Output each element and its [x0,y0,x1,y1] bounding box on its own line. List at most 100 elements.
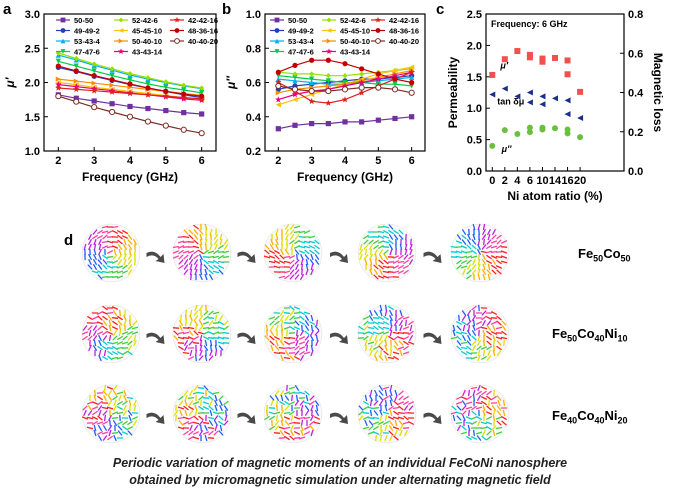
moment-arrow [200,424,202,432]
moment-arrow [465,255,473,259]
moment-arrow [218,395,224,401]
moment-arrow [111,432,119,434]
moment-arrow [389,310,393,316]
data-point [375,71,381,77]
moment-arrow [377,230,385,234]
legend-item: 47-47-6 [56,48,100,57]
legend-item: 48-36-16 [170,27,218,36]
data-point [539,101,546,108]
panel-b-letter: b [222,1,231,18]
moment-arrow [387,356,395,360]
moment-arrow [188,400,194,406]
data-point [564,71,571,78]
moment-arrow [377,240,385,244]
moment-arrow [388,229,394,235]
moment-arrow [284,405,290,411]
moment-arrow [392,270,400,274]
legend-marker [174,28,180,33]
moment-arrow [470,255,478,259]
legend-marker [326,38,332,44]
moment-arrow [107,250,113,254]
moment-arrow [119,309,121,317]
y-tick-label: 2.0 [25,78,40,90]
moment-arrow [182,246,190,248]
moment-arrow [452,324,456,332]
moment-arrow [298,336,306,340]
moment-arrow [127,264,133,270]
nanosphere [81,304,141,364]
x-tick-label: 6 [409,155,415,167]
moment-arrow [358,410,364,416]
data-point [526,89,533,96]
moment-arrow [496,350,502,356]
moment-arrow [223,239,229,245]
moment-arrow [471,249,477,255]
moment-arrow [471,335,477,341]
x-tick-label: 3 [309,155,315,167]
moment-arrow [379,309,383,317]
moment-arrow [363,401,369,405]
moment-arrow [382,411,390,415]
sequence-arrow [423,251,442,263]
nanosphere [357,304,417,364]
moment-arrow [500,336,508,340]
moment-arrow [403,259,409,265]
moment-arrow [467,314,471,322]
data-point [341,82,349,89]
data-point [391,86,399,93]
moment-arrow [93,243,97,251]
data-point [526,99,533,106]
data-point [489,71,496,78]
moment-arrow [289,310,295,316]
moment-arrow [455,331,463,335]
moment-arrow [214,243,218,251]
moment-arrow [102,346,108,350]
sequence-arrow [146,412,165,424]
moment-arrow [288,386,296,390]
moment-arrow [98,238,102,246]
moment-arrow [383,421,389,425]
composition-label-fe50co50: Fe50Co50 [578,246,631,264]
moment-arrow [111,306,119,310]
moment-arrow [207,337,215,339]
legend-label: 47-47-6 [288,48,314,57]
data-point [127,103,133,110]
data-point [501,127,508,134]
moment-arrow [486,390,492,396]
moment-arrow [487,233,491,241]
nanosphere [263,384,323,444]
y2-tick-label: 0.6 [628,48,643,60]
moment-arrow [373,350,379,356]
moment-arrow [393,340,399,346]
data-point [145,81,151,87]
moment-arrow [269,415,275,421]
moment-arrow [455,250,463,254]
moment-arrow [123,394,127,402]
moment-arrow [102,335,108,341]
moment-arrow [204,425,208,431]
moment-arrow [393,265,399,269]
moment-arrow [222,331,230,335]
moment-arrow [477,249,481,255]
moment-arrow [108,334,112,342]
moment-arrow [86,401,94,405]
sequence-arrow [330,412,348,424]
moment-arrow [106,341,114,345]
moment-arrow [394,320,398,326]
moment-arrow [197,391,205,395]
moment-arrow [369,335,373,341]
moment-arrow [118,324,122,332]
data-point [73,95,79,101]
moment-arrow [315,334,319,342]
moment-arrow [92,325,98,331]
moment-arrow [408,401,414,405]
legend-label: 40-40-20 [389,37,419,46]
moment-arrow [290,414,294,422]
moment-arrow [399,425,403,431]
moment-arrow [172,250,180,254]
moment-arrow [384,424,388,432]
moment-arrow [101,275,109,279]
moment-arrow [358,415,364,421]
moment-arrow [293,312,301,314]
moment-arrow [403,254,409,260]
